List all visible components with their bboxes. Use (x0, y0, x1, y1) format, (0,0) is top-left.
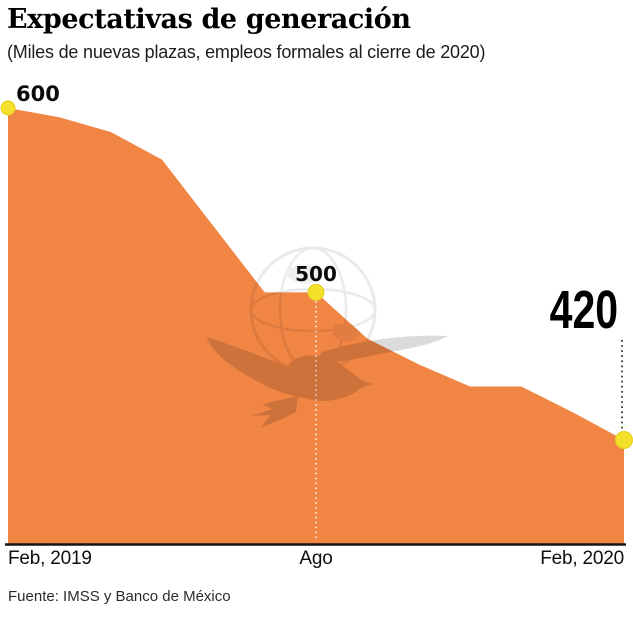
annotation-label-600: 600 (16, 81, 60, 106)
chart-subtitle: (Miles de nuevas plazas, empleos formale… (7, 42, 486, 62)
page-title: Expectativas de generación (7, 4, 411, 35)
x-tick-feb-2019: Feb, 2019 (8, 548, 92, 569)
area-shape (8, 108, 624, 544)
source-note: Fuente: IMSS y Banco de México (8, 588, 231, 605)
data-point-dot (307, 283, 325, 301)
x-tick-feb-2020: Feb, 2020 (540, 548, 624, 569)
x-tick-ago: Ago (299, 548, 333, 569)
eagle-icon (207, 335, 448, 428)
data-point-dot (615, 431, 633, 449)
annotation-label-420: 420 (549, 280, 618, 340)
annotation-label-500: 500 (295, 261, 337, 286)
data-point-dot (0, 100, 16, 116)
